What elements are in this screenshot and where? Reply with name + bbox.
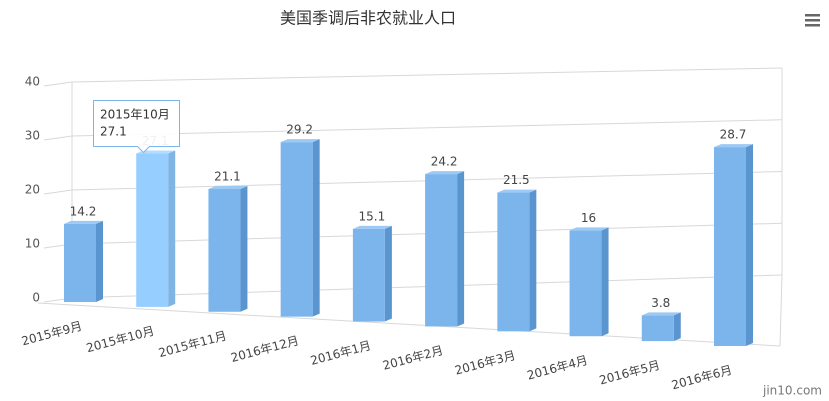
bar-side <box>312 139 320 317</box>
bar-top <box>352 225 392 229</box>
y-tick-label: 0 <box>32 291 40 305</box>
tooltip: 2015年10月 27.1 <box>93 100 180 154</box>
y-tick-label: 30 <box>25 129 40 143</box>
y-tick-label: 40 <box>25 75 40 89</box>
floor-edge <box>779 274 783 347</box>
bar-side <box>168 150 176 307</box>
bar-top <box>136 150 176 154</box>
menu-bar[interactable] <box>805 14 820 17</box>
bar <box>569 230 602 337</box>
data-label: 24.2 <box>431 155 458 169</box>
x-tick-label: 2016年6月 <box>670 363 734 393</box>
data-label: 3.8 <box>651 296 670 310</box>
data-label: 29.2 <box>286 123 313 137</box>
bar-top <box>714 144 753 148</box>
bar-top <box>425 171 465 175</box>
bar <box>425 174 458 327</box>
data-label: 28.7 <box>720 128 747 142</box>
data-label: 21.5 <box>503 173 530 187</box>
chart-title: 美国季调后非农就业人口 <box>280 9 456 28</box>
tooltip-category: 2015年10月 <box>100 108 170 122</box>
grid-line-side <box>43 135 73 141</box>
menu-icon[interactable] <box>805 14 820 27</box>
bar <box>641 315 674 342</box>
x-tick-label: 2016年4月 <box>526 353 590 383</box>
x-tick-label: 2016年12月 <box>229 333 300 365</box>
bar-side <box>746 144 753 346</box>
grid-line-side <box>43 81 73 87</box>
data-label: 21.1 <box>214 170 241 184</box>
tooltip-value: 27.1 <box>100 125 127 139</box>
grid-line <box>71 119 783 137</box>
bar <box>280 142 313 317</box>
bar-side <box>601 227 609 337</box>
bar-side <box>673 312 681 342</box>
bar-side <box>529 189 537 332</box>
data-label: 16 <box>581 211 596 225</box>
bar-top <box>208 186 248 190</box>
x-tick-label: 2015年10月 <box>85 324 156 356</box>
x-tick-label: 2016年2月 <box>381 343 445 373</box>
x-tick-label: 2016年5月 <box>598 358 662 388</box>
data-label: 15.1 <box>359 209 386 223</box>
bar-top <box>497 189 537 193</box>
bar-top <box>569 227 609 231</box>
data-label: 14.2 <box>70 204 97 218</box>
bar-side <box>240 186 248 312</box>
menu-bar[interactable] <box>805 19 820 22</box>
bar-side <box>96 220 103 302</box>
bar <box>714 147 746 346</box>
bar-side <box>457 171 465 327</box>
bar <box>136 153 169 307</box>
x-tick-label: 2016年1月 <box>309 338 373 368</box>
x-tick-label: 2016年3月 <box>453 348 517 378</box>
grid-line-side <box>43 189 73 195</box>
x-tick-label: 2015年9月 <box>20 319 84 349</box>
tooltip-box <box>93 100 180 154</box>
bar-top <box>280 139 320 143</box>
grid-line <box>71 67 783 83</box>
y-tick-label: 10 <box>25 237 40 251</box>
bar <box>208 189 241 312</box>
bar-top <box>641 312 681 316</box>
bar <box>497 192 530 332</box>
y-tick-label: 20 <box>25 183 40 197</box>
bar <box>64 223 96 302</box>
x-tick-label: 2015年11月 <box>157 329 228 361</box>
bar-side <box>384 225 392 322</box>
bar-top <box>64 220 103 224</box>
bar <box>352 228 385 322</box>
watermark: jin10.com <box>762 384 822 398</box>
menu-bar[interactable] <box>805 24 820 27</box>
